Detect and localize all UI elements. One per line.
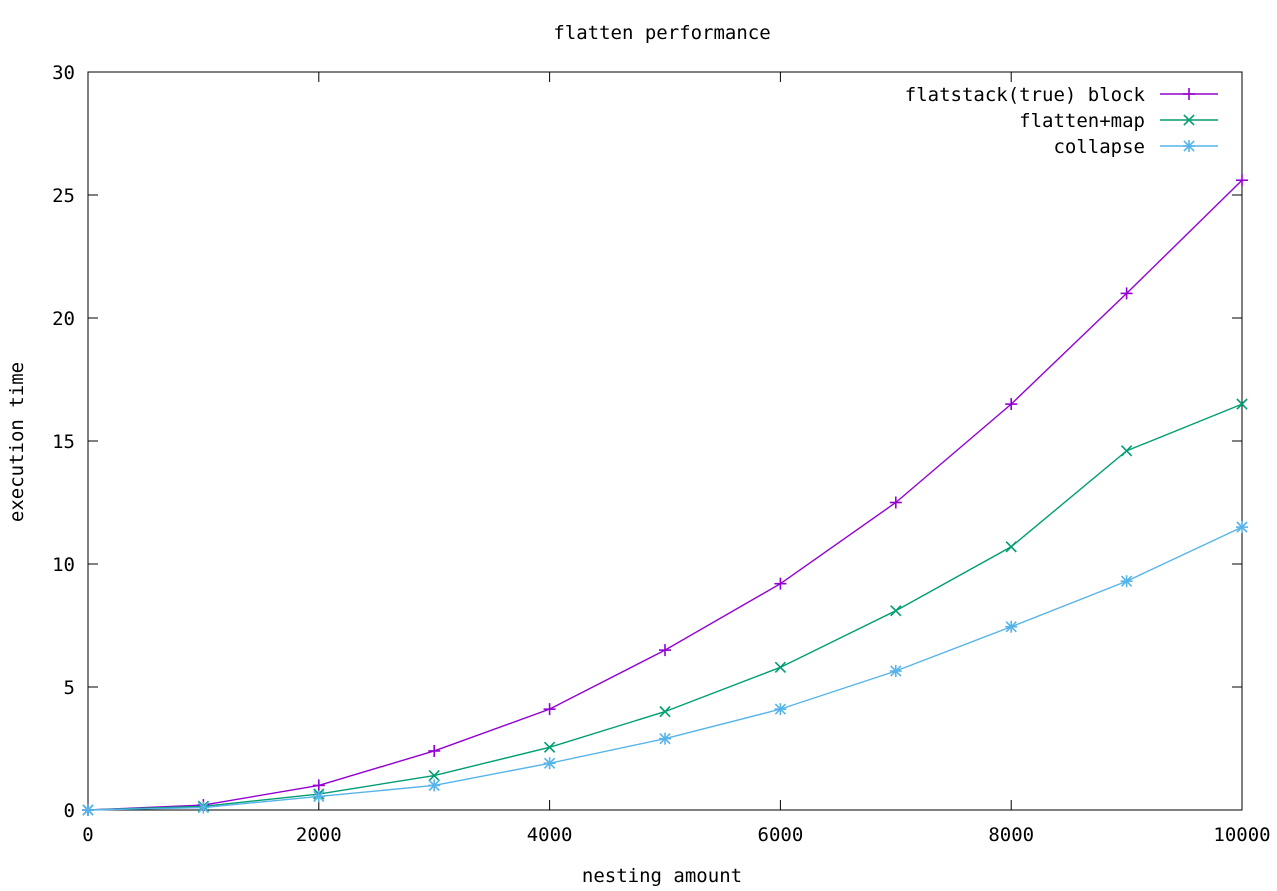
data-point: [889, 665, 902, 678]
legend-entry: flatstack(true) block: [905, 84, 1218, 106]
legend-label: collapse: [1053, 136, 1145, 158]
data-point: [774, 661, 787, 673]
x-tick-label: 8000: [988, 824, 1034, 846]
x-tick-label: 10000: [1213, 824, 1270, 846]
axis-ticks: 0 2000 4000 6000 8000 10000 0 5 10 15 20 25 30: [52, 62, 1270, 846]
series-line: [87, 403, 1243, 811]
series-2: [82, 398, 1248, 816]
data-point: [428, 769, 440, 782]
data-point: [659, 732, 671, 745]
legend-label: flatstack(true) block: [905, 84, 1146, 106]
data-point: [1236, 174, 1248, 187]
y-tick-label: 25: [52, 185, 75, 207]
x-tick-label: 2000: [296, 824, 342, 846]
data-point: [1120, 287, 1133, 300]
y-tick-label: 10: [52, 554, 75, 576]
y-tick-label: 30: [52, 62, 75, 84]
data-point: [1005, 398, 1018, 411]
data-point: [1236, 521, 1248, 534]
plot-frame: [87, 71, 1243, 811]
series-3: [82, 521, 1248, 816]
series-group: [82, 174, 1248, 816]
chart-title: flatten performance: [553, 22, 770, 44]
data-point: [428, 744, 441, 757]
y-tick-label: 15: [52, 431, 75, 453]
data-point: [197, 801, 210, 814]
data-point: [82, 804, 94, 816]
data-point: [659, 644, 671, 657]
data-point: [1005, 620, 1018, 633]
y-tick-label: 20: [52, 308, 75, 330]
data-point: [1236, 398, 1248, 410]
data-point: [312, 779, 325, 792]
legend-marker: [1183, 114, 1195, 126]
data-point: [543, 741, 556, 753]
x-tick-label: 4000: [527, 824, 573, 846]
data-point: [428, 779, 441, 792]
data-point: [659, 705, 671, 718]
y-tick-label: 0: [64, 800, 75, 822]
series-line: [87, 526, 1243, 811]
data-point: [774, 703, 787, 716]
data-point: [1005, 541, 1017, 553]
legend-label: flatten+map: [1019, 110, 1145, 132]
data-point: [543, 703, 556, 716]
data-point: [312, 790, 325, 803]
data-point: [890, 605, 902, 617]
x-tick-label: 6000: [758, 824, 804, 846]
legend: flatstack(true) block flatten+map collapse: [905, 84, 1218, 158]
data-point: [1120, 445, 1133, 457]
data-point: [889, 496, 902, 509]
x-axis-label: nesting amount: [582, 865, 742, 887]
data-point: [1120, 575, 1133, 588]
y-axis-label: execution time: [6, 362, 28, 522]
legend-entry: flatten+map: [1019, 110, 1218, 132]
x-tick-label: 0: [82, 824, 93, 846]
y-tick-label: 5: [64, 677, 75, 699]
data-point: [774, 577, 787, 590]
series-line: [87, 179, 1243, 811]
legend-entry: collapse: [1053, 136, 1218, 158]
legend-marker: [1183, 88, 1195, 100]
data-point: [543, 757, 556, 770]
legend-marker: [1183, 140, 1195, 152]
